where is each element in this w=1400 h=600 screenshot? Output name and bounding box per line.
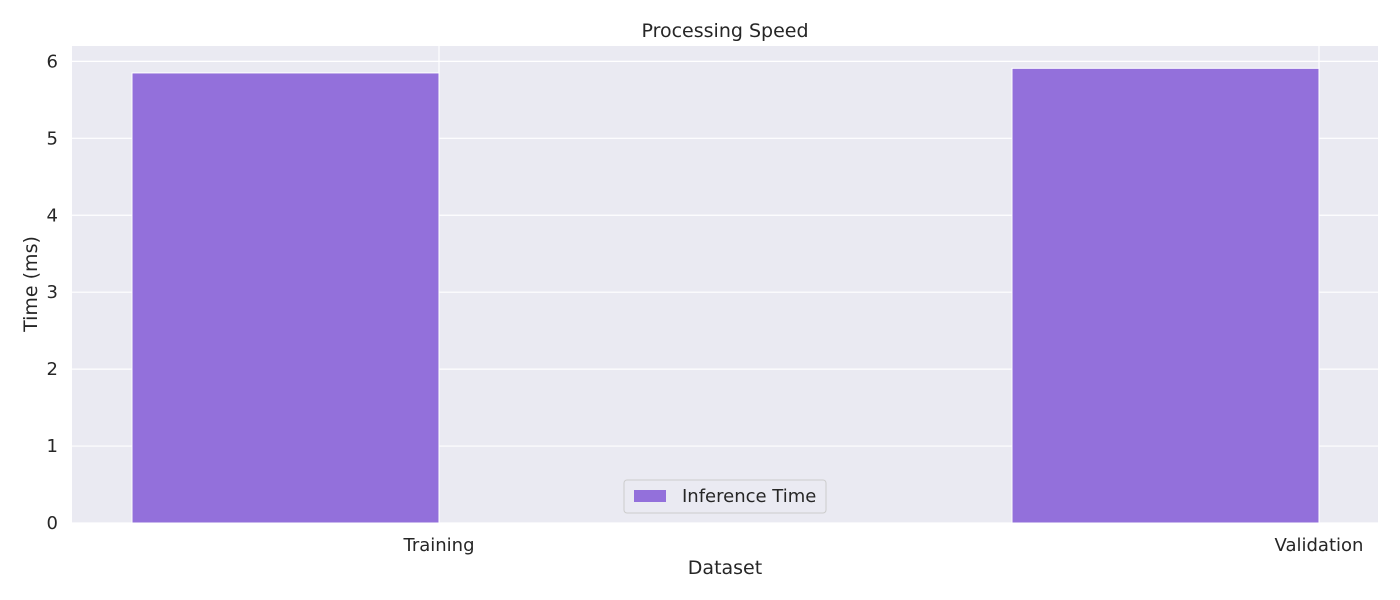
legend-box [623,479,827,514]
x-axis-title: Dataset [688,557,762,579]
y-axis-title: Time (ms) [20,236,42,333]
x-tick-label: Training [402,535,474,556]
legend-label: Inference Time [682,486,816,507]
y-tick-label: 2 [47,359,58,380]
y-tick-label: 5 [47,128,58,149]
y-tick-label: 6 [47,51,58,72]
bar-training [131,72,440,524]
bar-validation [1011,67,1320,524]
y-tick-labels: 0 1 2 3 4 5 6 [47,51,58,534]
bars [131,67,1320,524]
y-tick-label: 1 [47,436,58,457]
x-tick-labels: Training Validation [402,535,1363,556]
legend: Inference Time [623,479,827,514]
y-tick-label: 0 [47,513,58,534]
legend-swatch [634,490,666,502]
y-tick-label: 4 [47,205,58,226]
chart-title: Processing Speed [641,20,808,42]
x-tick-label: Validation [1275,535,1364,556]
y-tick-label: 3 [47,282,58,303]
